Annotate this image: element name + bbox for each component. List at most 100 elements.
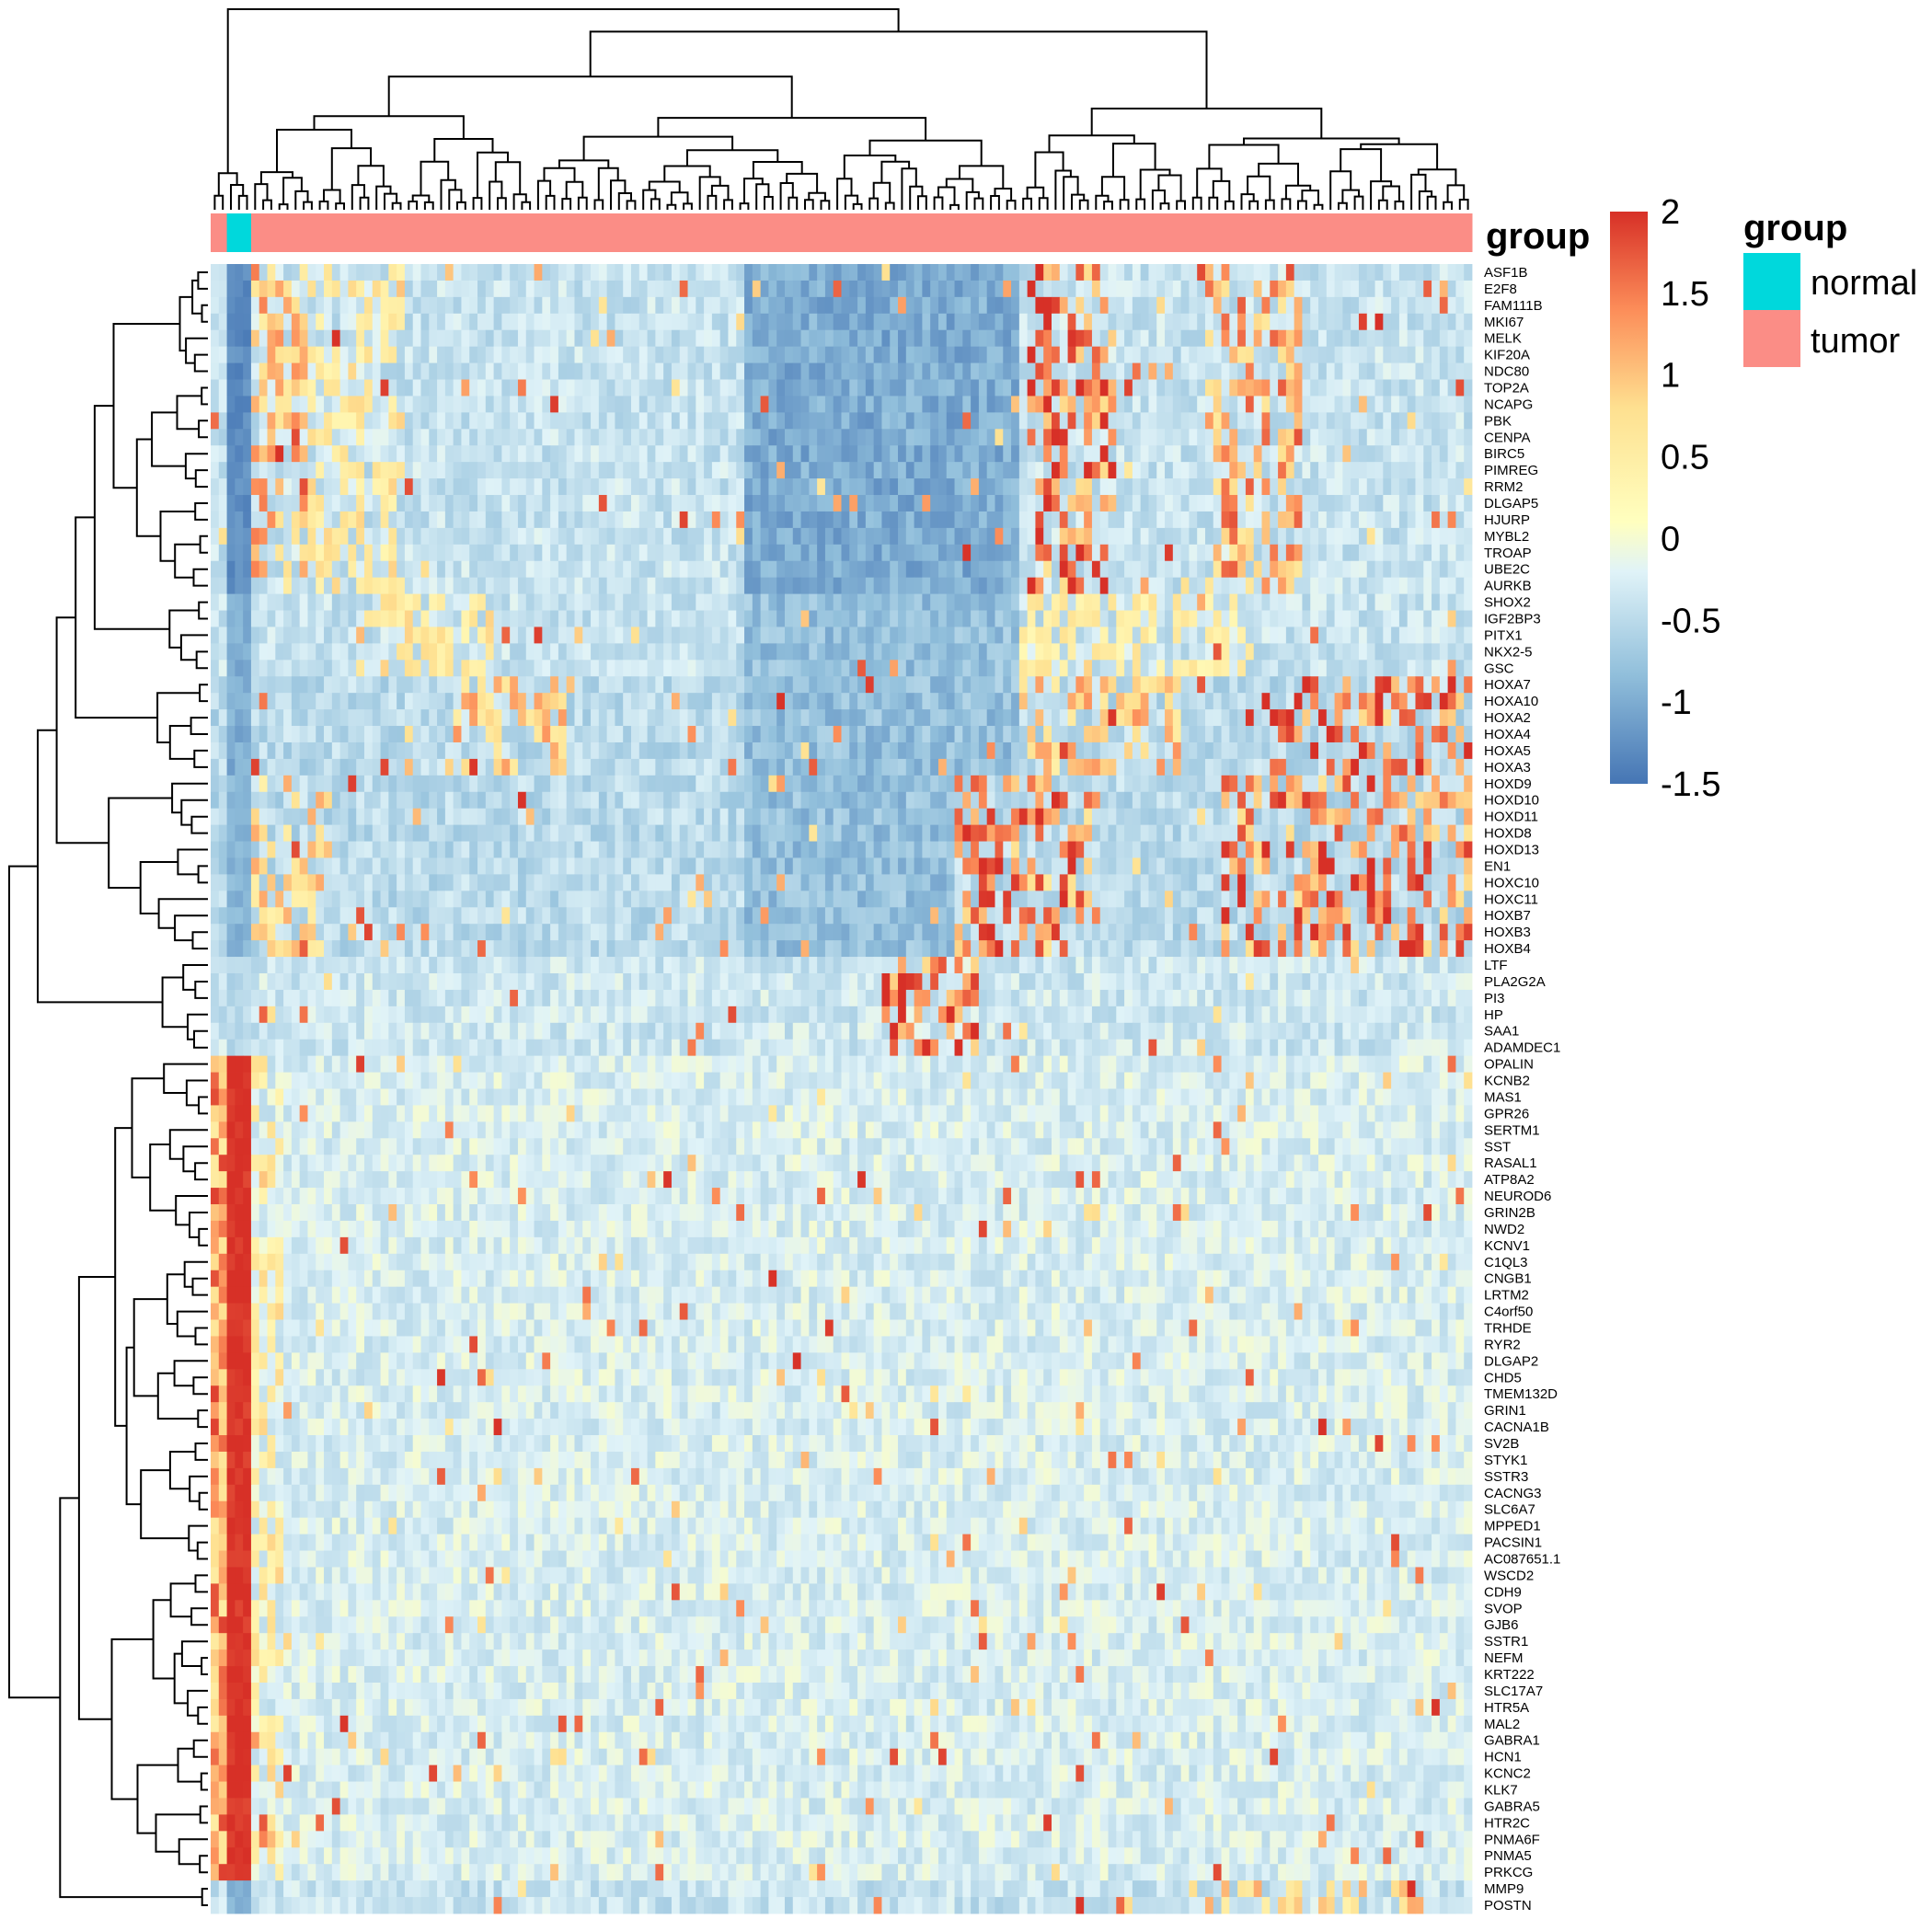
heat-cell [566,660,575,677]
heat-cell [307,626,316,644]
heat-cell [1011,478,1020,496]
heat-cell [1464,643,1473,661]
heat-cell [1302,560,1311,579]
heat-cell [226,593,236,611]
heat-cell [1116,560,1125,579]
heat-cell [687,741,696,760]
heat-cell [444,396,454,413]
heat-cell [363,626,374,644]
heat-cell [728,626,737,644]
heat-cell [1197,329,1206,348]
heat-cell [1189,462,1198,479]
heat-cell [1059,660,1068,677]
heat-cell [784,412,794,430]
heat-cell [1310,527,1319,546]
dendrogram-branch [1394,201,1405,210]
heat-cell [1067,511,1076,529]
heat-cell [437,527,446,546]
heat-cell [525,709,535,727]
heat-cell [437,676,446,694]
heat-cell [598,296,608,315]
heat-cell [1278,693,1287,710]
heat-cell [1310,362,1319,380]
heat-cell [388,511,397,529]
heat-cell [1099,527,1109,546]
heat-cell [914,660,923,677]
heat-cell [1447,412,1456,430]
heat-cell [1270,412,1279,430]
dendrogram-branch [194,1574,208,1593]
heat-cell [534,643,543,661]
heat-cell [1398,329,1409,348]
heat-cell [493,396,502,413]
heat-cell [267,544,276,562]
heat-cell [566,462,575,479]
heat-cell [1043,478,1052,496]
dendrogram-branch [1360,143,1439,170]
heat-cell [1455,264,1465,282]
heat-cell [1374,429,1384,446]
heat-cell [534,577,543,594]
heat-cell [1140,693,1149,710]
heat-cell [1253,643,1262,661]
heat-cell [1213,726,1222,743]
heat-cell [1011,313,1020,331]
heat-cell [1334,610,1343,627]
heat-cell [631,560,640,579]
heat-cell [704,693,713,710]
heat-cell [1407,676,1416,694]
heat-cell [429,693,438,710]
heat-cell [420,676,430,694]
heat-cell [250,593,260,611]
heat-cell [1455,577,1465,594]
heat-cell [1003,445,1012,463]
heat-cell [978,379,988,397]
heat-cell [1302,527,1311,546]
heat-cell [679,329,688,348]
heat-cell [719,445,729,463]
dendrogram-branch [190,815,208,834]
heat-cell [1018,741,1029,760]
heat-cell [259,741,268,760]
heat-cell [1075,362,1085,380]
heat-cell [1318,560,1328,579]
heat-cell [1229,693,1238,710]
heat-cell [1439,709,1449,727]
heat-cell [324,758,333,776]
heat-cell [736,693,745,710]
heat-cell [638,544,648,562]
heat-cell [768,462,777,479]
heat-cell [1067,593,1076,611]
heat-cell [824,593,834,611]
heat-cell [331,610,341,627]
heat-cell [283,280,293,298]
heat-cell [728,396,737,413]
heat-cell [1351,709,1360,727]
heat-cell [1326,264,1335,282]
heat-cell [1318,296,1328,315]
heat-cell [978,412,988,430]
heat-cell [1285,693,1295,710]
heat-cell [558,495,568,512]
heat-cell [873,264,882,282]
heat-cell [1358,709,1368,727]
heat-cell [1003,478,1012,496]
heat-cell [1358,544,1368,562]
heat-cell [898,610,907,627]
heat-cell [574,396,583,413]
heat-cell [218,693,227,710]
heat-cell [218,362,227,380]
heat-cell [824,527,834,546]
heat-cell [719,462,729,479]
heat-cell [655,445,664,463]
heat-cell [1165,396,1174,413]
heat-cell [1116,396,1125,413]
heat-cell [890,429,899,446]
heat-cell [331,709,341,727]
heat-cell [631,610,640,627]
heat-cell [1213,362,1222,380]
heat-cell [525,313,535,331]
heat-cell [574,313,583,331]
heat-cell [510,643,519,661]
heat-cell [1439,593,1449,611]
